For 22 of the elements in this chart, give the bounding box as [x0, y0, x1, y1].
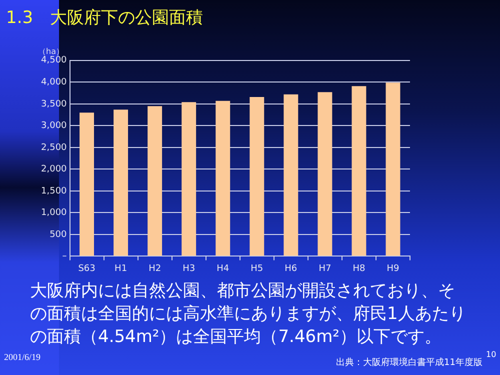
text: 10 — [486, 350, 496, 359]
y-tick-label: 2,500 — [41, 142, 68, 153]
y-tick-label: – — [62, 252, 68, 262]
y-tick-label: 1,500 — [41, 186, 68, 196]
x-tick-label: H7 — [318, 264, 332, 274]
source-note: 出典：大阪府環境白書平成11年度版 — [336, 356, 482, 369]
x-tick-label: H6 — [284, 264, 298, 274]
x-tick-label: H4 — [216, 264, 230, 274]
text: 大阪府内には自然公園、都市公園が開設されており、その面積は全国的には高水準にありますが、府民1人あたりの面積（4.54m²）は全国平均（7.46m²）以下です。 — [30, 280, 467, 349]
y-axis-title: （ha） — [38, 46, 64, 56]
y-tick-label: 2,000 — [41, 164, 68, 175]
x-tick-label: H9 — [386, 264, 400, 274]
x-tick-label: S63 — [78, 264, 96, 274]
x-tick-label: H2 — [148, 264, 162, 274]
y-tick-label: 3,000 — [41, 121, 68, 132]
x-tick-label: H5 — [250, 264, 264, 274]
text: 2001/6/19 — [4, 352, 41, 362]
x-tick-label: H3 — [182, 264, 196, 274]
y-tick-label: 1,000 — [41, 208, 68, 218]
x-tick-label: H8 — [352, 264, 366, 274]
x-tick-label: H1 — [114, 264, 128, 274]
y-tick-label: 500 — [50, 230, 68, 240]
